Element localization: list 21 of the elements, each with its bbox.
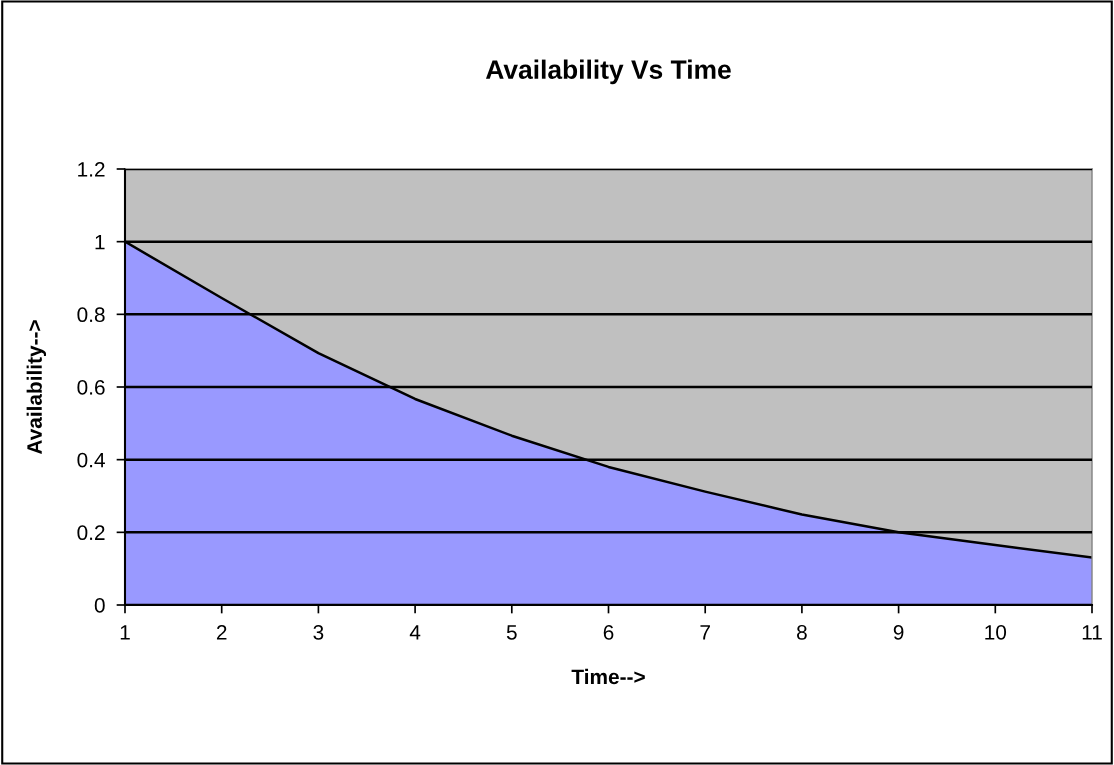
- chart-title: Availability Vs Time: [485, 59, 731, 85]
- x-tick-label: 7: [700, 625, 710, 640]
- y-tick-label: 0.4: [77, 452, 105, 468]
- x-tick-label: 9: [893, 624, 904, 640]
- y-tick-label: 1: [95, 234, 105, 250]
- y-tick-label: 0: [94, 598, 105, 613]
- x-tick-label: 10: [985, 624, 1007, 640]
- x-tick-label: 2: [216, 624, 227, 640]
- x-tick-label: 5: [506, 625, 517, 640]
- y-tick-label: 0.6: [77, 380, 105, 395]
- y-axis-title: Availability-->: [26, 320, 47, 455]
- x-tick-label: 6: [603, 624, 614, 640]
- x-tick-label: 8: [797, 624, 807, 640]
- x-tick-label: 4: [409, 625, 421, 640]
- x-tick-label: 3: [313, 624, 324, 640]
- y-tick-label: 0.2: [77, 525, 105, 541]
- y-tick-label: 0.8: [77, 307, 105, 323]
- x-axis-title: Time-->: [571, 668, 645, 685]
- x-tick-label: 11: [1082, 625, 1102, 640]
- y-tick-label: 1.2: [78, 162, 105, 177]
- x-tick-label: 1: [120, 625, 130, 640]
